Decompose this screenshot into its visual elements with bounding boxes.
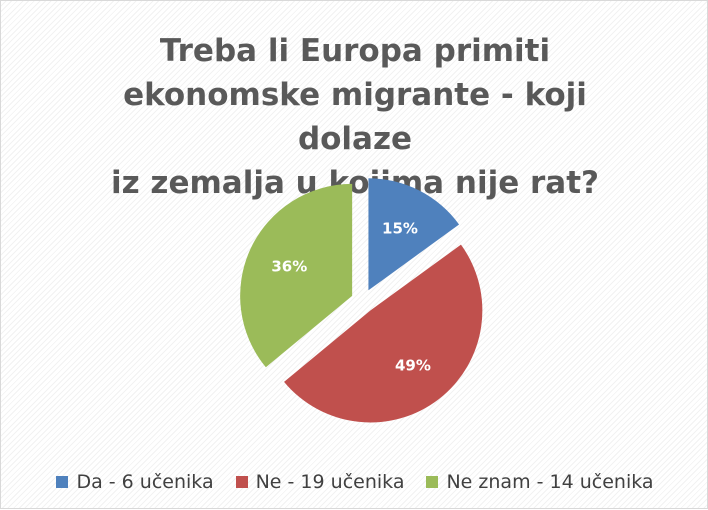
chart-title-line-1: Treba li Europa primiti xyxy=(159,33,551,69)
legend-swatch-ne xyxy=(235,476,248,488)
data-label-ne: 49% xyxy=(395,356,431,374)
legend-swatch-ne-znam xyxy=(426,476,439,488)
data-label-da: 15% xyxy=(382,219,418,237)
legend: Da - 6 učenika Ne - 19 učenika Ne znam -… xyxy=(1,471,708,493)
legend-item-ne: Ne - 19 učenika xyxy=(235,471,405,493)
pie-slice-ne xyxy=(284,244,483,423)
legend-item-ne-znam: Ne znam - 14 učenika xyxy=(426,471,654,493)
legend-swatch-da xyxy=(56,476,69,488)
chart-title: Treba li Europa primiti ekonomske migran… xyxy=(61,29,649,205)
legend-label-ne: Ne - 19 učenika xyxy=(255,471,405,493)
pie-slice-da xyxy=(368,178,460,291)
data-label-ne-znam: 36% xyxy=(271,257,307,275)
legend-label-da: Da - 6 učenika xyxy=(76,471,214,493)
legend-item-da: Da - 6 učenika xyxy=(56,471,214,493)
legend-label-ne-znam: Ne znam - 14 učenika xyxy=(446,471,654,493)
chart-title-line-3: iz zemalja u kojima nije rat? xyxy=(110,165,600,201)
pie-slice-ne-znam xyxy=(240,183,353,368)
chart-title-line-2: ekonomske migrante - koji dolaze xyxy=(123,77,587,157)
